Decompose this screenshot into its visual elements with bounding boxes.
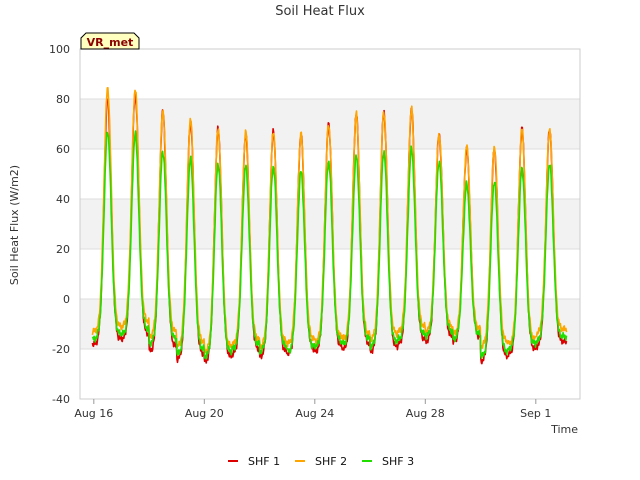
site-badge-label: VR_met xyxy=(87,36,134,49)
y-tick-label: 0 xyxy=(63,293,70,306)
y-tick-label: -40 xyxy=(52,393,70,406)
x-tick-label: Aug 20 xyxy=(185,407,224,420)
series-line-shf-2 xyxy=(91,87,568,354)
y-tick-label: 60 xyxy=(56,143,70,156)
x-tick-label: Aug 24 xyxy=(295,407,334,420)
site-badge-box xyxy=(80,32,140,50)
y-tick-label: -20 xyxy=(52,343,70,356)
y-tick-label: 100 xyxy=(49,43,70,56)
grid-band xyxy=(80,299,580,349)
series-layer xyxy=(91,87,568,365)
x-tick-label: Aug 28 xyxy=(406,407,445,420)
y-tick-label: 20 xyxy=(56,243,70,256)
x-tick-label: Aug 16 xyxy=(74,407,113,420)
y-axis: -40 -20 0 20 40 60 80 100 xyxy=(49,43,70,406)
grid-band xyxy=(80,199,580,249)
x-axis-title: Time xyxy=(550,423,578,436)
grid-band xyxy=(80,349,580,399)
grid-band xyxy=(80,249,580,299)
x-tick-label: Sep 1 xyxy=(520,407,551,420)
legend-label: SHF 1 xyxy=(248,455,280,468)
legend-label: SHF 3 xyxy=(382,455,414,468)
y-axis-title: Soil Heat Flux (W/m2) xyxy=(8,165,21,285)
series-line-shf-3 xyxy=(91,130,568,360)
site-badge: VR_met xyxy=(80,32,140,50)
chart-title: Soil Heat Flux xyxy=(275,4,365,19)
grid-band xyxy=(80,49,580,99)
y-tick-label: 80 xyxy=(56,93,70,106)
legend: SHF 1 SHF 2 SHF 3 xyxy=(228,455,414,468)
y-tick-label: 40 xyxy=(56,193,70,206)
plot-frame xyxy=(79,48,581,400)
legend-label: SHF 2 xyxy=(315,455,347,468)
x-axis: Aug 16 Aug 20 Aug 24 Aug 28 Sep 1 xyxy=(74,399,551,420)
